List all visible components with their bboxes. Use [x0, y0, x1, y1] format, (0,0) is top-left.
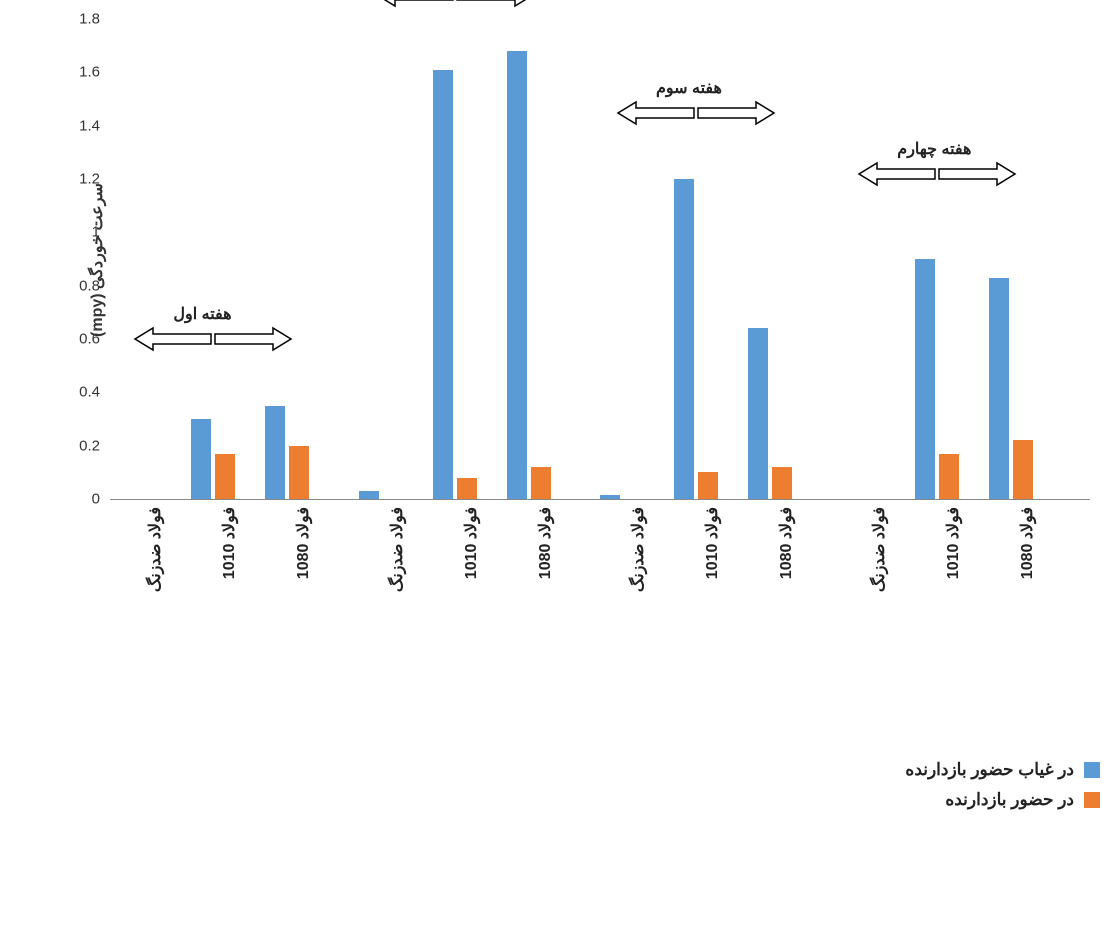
bar-series-2 — [215, 454, 235, 499]
bar-series-2 — [939, 454, 959, 499]
group-arrows-icon — [375, 0, 535, 8]
bar-series-1 — [674, 179, 694, 499]
y-tick-label: 1.6 — [50, 64, 100, 81]
bar-series-2 — [698, 472, 718, 499]
x-tick-label: فولاد 1080 — [535, 507, 555, 579]
y-tick-label: 1 — [50, 224, 100, 241]
x-tick-label: فولاد ضدزنگ — [145, 507, 165, 592]
bar-group: فولاد ضدزنگفولاد 1010فولاد 1080هفته سوم — [600, 20, 792, 499]
group-label: هفته چهارم — [897, 139, 971, 159]
bar-pair: فولاد 1010 — [191, 20, 235, 499]
bar-pair: فولاد ضدزنگ — [359, 20, 403, 499]
bar-series-1 — [600, 495, 620, 499]
bar-series-1 — [433, 70, 453, 499]
y-axis-label: سرعت خوردگی (mpy) — [87, 183, 107, 337]
legend-label: در غیاب حضور بازدارنده — [905, 760, 1074, 780]
bar-group: فولاد ضدزنگفولاد 1010فولاد 1080هفته دوم — [359, 20, 551, 499]
bar-series-2 — [457, 478, 477, 499]
legend-swatch — [1084, 762, 1100, 778]
bar-pair: فولاد ضدزنگ — [117, 20, 161, 499]
y-tick-label: 0 — [50, 491, 100, 508]
bar-pair: فولاد 1010 — [915, 20, 959, 499]
bar-pair: فولاد ضدزنگ — [841, 20, 885, 499]
bar-series-2 — [772, 467, 792, 499]
bar-series-1 — [748, 328, 768, 499]
legend-item: در حضور بازدارنده — [60, 790, 1100, 810]
bar-series-1 — [989, 278, 1009, 499]
y-tick-label: 1.8 — [50, 11, 100, 28]
bar-pair: فولاد 1080 — [507, 20, 551, 499]
bar-series-1 — [915, 259, 935, 499]
legend: در غیاب حضور بازدارنده در حضور بازدارنده — [60, 760, 1100, 810]
x-tick-label: فولاد 1080 — [1017, 507, 1037, 579]
bar-series-2 — [289, 446, 309, 499]
y-tick-label: 0.6 — [50, 331, 100, 348]
x-tick-label: فولاد ضدزنگ — [387, 507, 407, 592]
legend-label: در حضور بازدارنده — [945, 790, 1074, 810]
legend-item: در غیاب حضور بازدارنده — [60, 760, 1100, 780]
bar-series-2 — [1013, 440, 1033, 499]
bar-group: فولاد ضدزنگ فولاد 1010 فولاد 1080 هفته چهار… — [841, 20, 1033, 499]
y-tick-label: 0.8 — [50, 277, 100, 294]
y-tick-label: 0.2 — [50, 437, 100, 454]
legend-swatch — [1084, 792, 1100, 808]
bar-series-2 — [531, 467, 551, 499]
y-tick-label: 0.4 — [50, 384, 100, 401]
group-arrows-icon — [857, 161, 1017, 187]
group-label: هفته اول — [173, 304, 231, 324]
group-arrows-icon — [133, 326, 293, 352]
x-tick-label: فولاد 1080 — [293, 507, 313, 579]
x-tick-label: فولاد 1010 — [943, 507, 963, 579]
y-tick-label: 1.4 — [50, 117, 100, 134]
bar-series-1 — [191, 419, 211, 499]
bar-pair: فولاد 1010 — [433, 20, 477, 499]
x-tick-label: فولاد ضدزنگ — [869, 507, 889, 592]
bar-series-1 — [507, 51, 527, 499]
x-tick-label: فولاد 1010 — [461, 507, 481, 579]
plot-area: سرعت خوردگی (mpy) 00.20.40.60.811.21.41.… — [110, 20, 1090, 500]
bar-pair: فولاد 1080 — [265, 20, 309, 499]
corrosion-rate-chart: سرعت خوردگی (mpy) 0 0.2 0.4 0.6 0.8 1 1.2 1.4 1.… — [20, 20, 1100, 810]
bar-series-1 — [359, 491, 379, 499]
bar-group: فولاد ضدزنگ فولاد 1010 فولاد 1080 هفته اول — [117, 20, 309, 499]
bar-series-1 — [265, 406, 285, 499]
group-arrows-icon — [616, 100, 776, 126]
x-tick-label: فولاد 1010 — [702, 507, 722, 579]
group-label: هفته سوم — [656, 78, 722, 98]
bar-pair: فولاد ضدزنگ — [600, 20, 644, 499]
x-tick-label: فولاد ضدزنگ — [628, 507, 648, 592]
x-tick-label: فولاد 1080 — [776, 507, 796, 579]
bar-pair: فولاد 1080 — [989, 20, 1033, 499]
y-tick-label: 1.2 — [50, 171, 100, 188]
bar-pair: فولاد 1080 — [748, 20, 792, 499]
x-tick-label: فولاد 1010 — [219, 507, 239, 579]
